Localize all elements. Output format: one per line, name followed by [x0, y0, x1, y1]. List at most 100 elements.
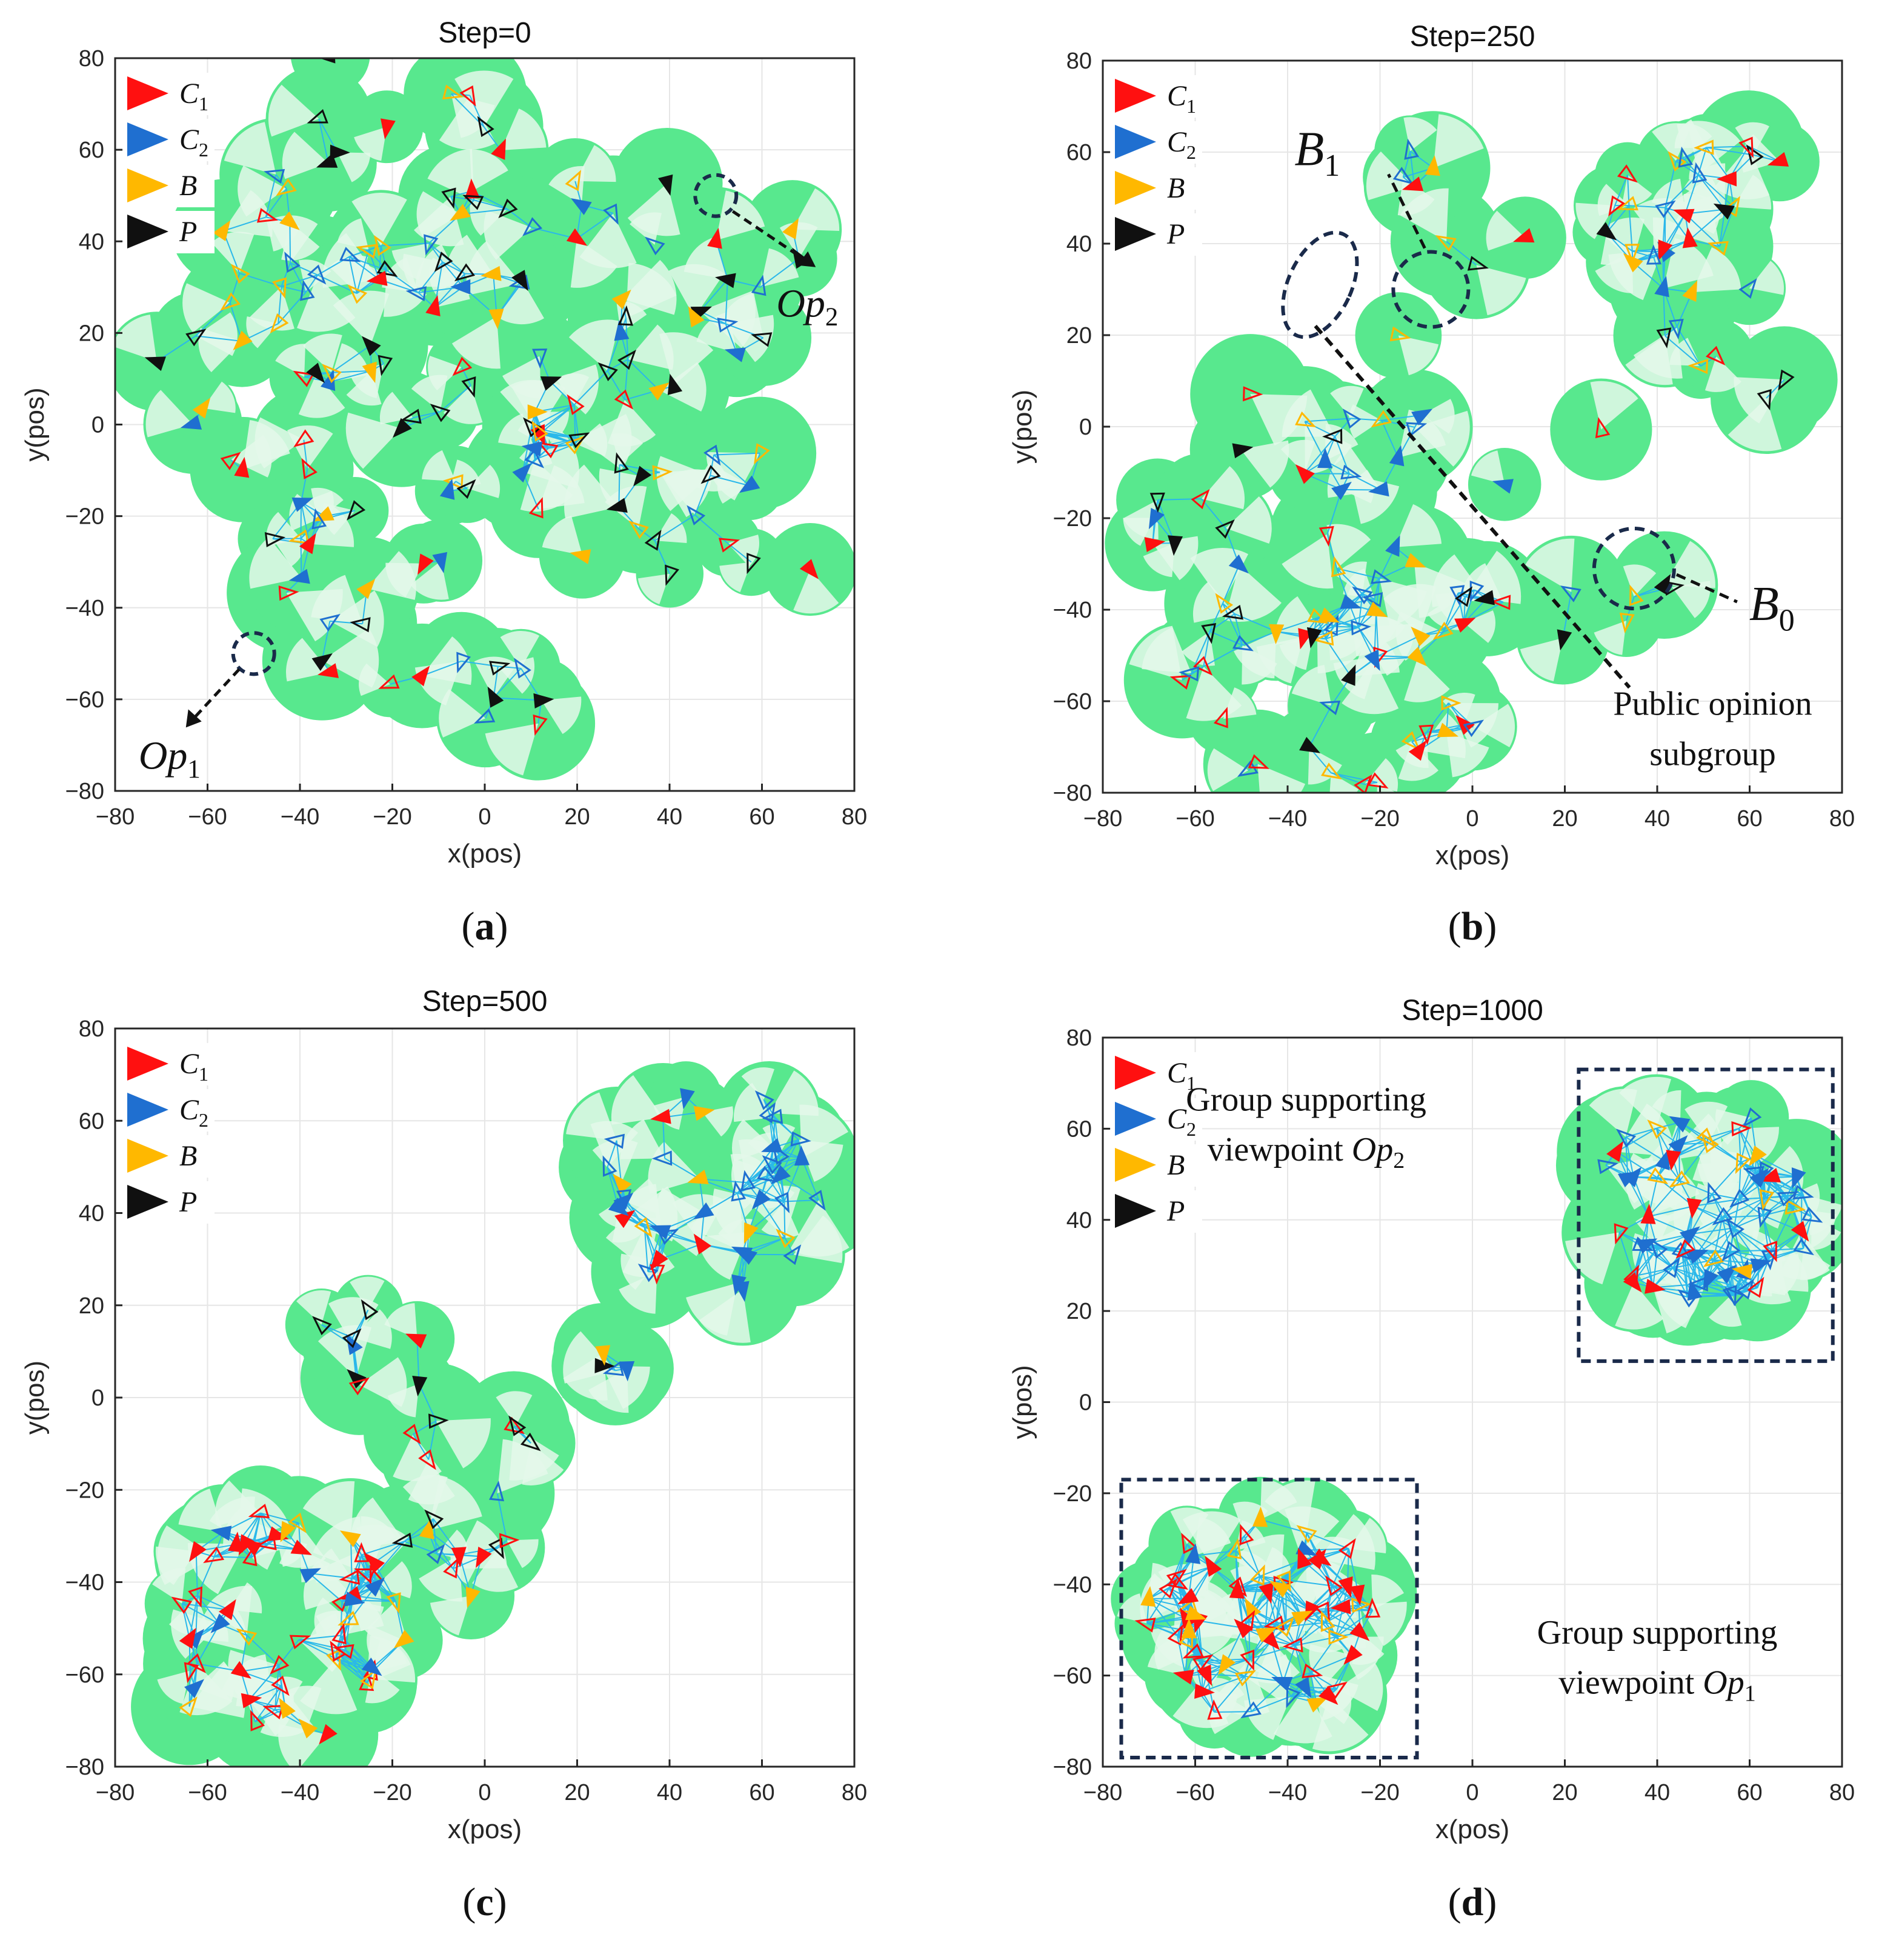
link	[1693, 1205, 1723, 1218]
agent-c2-marker	[321, 369, 336, 392]
agent-b-marker	[481, 265, 502, 281]
agent-b-marker	[1759, 1189, 1775, 1210]
agent-p-marker	[665, 564, 679, 586]
agent-c2-marker	[680, 1088, 695, 1110]
vision-sector	[1309, 1644, 1352, 1688]
link	[378, 245, 382, 280]
op2-arrow	[731, 210, 808, 262]
agent-c1-marker	[318, 663, 339, 678]
agent-c1-marker	[339, 1570, 360, 1585]
link	[1764, 1176, 1797, 1199]
link	[1271, 1640, 1284, 1682]
agent-c1-marker	[411, 665, 430, 687]
legend-label: P	[1166, 1195, 1185, 1227]
agent-c2-marker	[432, 552, 448, 573]
b1-pointer	[1387, 173, 1426, 249]
x-tick-label: −80	[96, 804, 135, 830]
agent-c1-marker	[1330, 1599, 1351, 1615]
agent-c2-marker	[1712, 1207, 1733, 1225]
link	[1242, 631, 1277, 646]
agent-c1-marker	[693, 1233, 711, 1255]
agent-c2-marker	[339, 247, 361, 262]
agent-c1-marker	[366, 270, 388, 286]
vision-sector	[296, 275, 356, 332]
agent-c2-marker	[1385, 535, 1400, 557]
agent-c2-marker	[1750, 1258, 1772, 1273]
agent-b-marker	[442, 474, 464, 490]
vision-sector	[309, 505, 354, 547]
legend-label: C1	[1167, 80, 1196, 117]
link	[442, 261, 464, 287]
agent-c2-marker	[751, 1189, 771, 1210]
agent-p-marker	[461, 376, 476, 398]
link	[1663, 288, 1666, 336]
vision-sector	[1379, 578, 1427, 627]
op1-arrowhead	[185, 709, 202, 728]
agent-c1-marker	[1259, 1582, 1274, 1604]
vision-sector	[485, 723, 539, 776]
vision-sector	[620, 1253, 658, 1290]
agent-b-marker	[338, 1610, 359, 1625]
vision-sector	[202, 381, 236, 413]
vision-sector	[182, 283, 230, 333]
x-tick-label: −40	[281, 1780, 319, 1805]
vision-sectors	[1123, 114, 1784, 793]
ticks: −80 −60 −40 −20 0 20 40 60 80 80 60 40 20 0 −20 −40 −60 −…	[65, 1016, 868, 1805]
x-tick-label: 40	[1645, 806, 1670, 832]
legend: C1 C2 BP	[124, 73, 215, 253]
agent-c2-marker	[761, 1138, 783, 1153]
agent-c1-marker	[1747, 1276, 1764, 1298]
agent-b-marker	[613, 1173, 632, 1195]
agent-b-marker	[339, 1530, 361, 1547]
agent-p-marker	[520, 1432, 541, 1452]
agent-c2-marker	[1687, 1249, 1709, 1264]
link	[330, 370, 372, 383]
vision-sector	[1600, 232, 1632, 265]
vision-sector	[1142, 627, 1192, 673]
vision-sector	[1312, 1696, 1369, 1752]
y-tick-label: −20	[65, 504, 104, 530]
agent-c2-marker	[614, 320, 630, 341]
group-op2-box	[1577, 1067, 1835, 1363]
subgroup-label-line1: Public opinion	[1613, 685, 1812, 723]
link	[694, 475, 711, 516]
link	[1676, 326, 1701, 367]
agent-c2-marker	[210, 1525, 232, 1541]
agent-c1-marker	[650, 1250, 668, 1271]
op1-label: Op1	[139, 733, 201, 784]
vision-sector	[659, 362, 707, 412]
agent-c1-marker	[354, 1542, 370, 1562]
agent-c1-marker	[1169, 675, 1191, 690]
vision-sector	[1240, 440, 1289, 488]
group-op2-label-line1: Group supporting	[1186, 1081, 1426, 1118]
agent-c2-marker	[1286, 1687, 1301, 1708]
link	[1756, 1155, 1797, 1178]
legend-swatch	[1115, 1148, 1156, 1182]
agent-b-marker	[231, 264, 250, 284]
link	[1364, 782, 1378, 785]
link	[1325, 1585, 1334, 1623]
link	[1616, 1151, 1658, 1178]
agent-c2-marker	[1351, 620, 1372, 636]
link	[197, 1595, 230, 1611]
vision-sector	[322, 628, 379, 688]
y-axis-label: y(pos)	[1008, 1365, 1037, 1439]
link	[1286, 1579, 1333, 1587]
vision-sector	[769, 1070, 819, 1116]
agent-c1-marker	[1192, 1654, 1214, 1672]
vision-sector	[717, 469, 750, 504]
agent-p-marker	[144, 356, 166, 372]
vision-sector	[1398, 335, 1439, 376]
agent-c1-marker	[1595, 417, 1611, 439]
agent-c2-marker	[756, 1165, 778, 1183]
vision-sector	[659, 332, 714, 387]
legend-label: C1	[179, 78, 208, 115]
agent-b-marker	[693, 1105, 715, 1121]
link	[627, 359, 660, 391]
agent-c1-marker	[451, 1547, 467, 1568]
agent-c1-marker	[533, 714, 548, 736]
legend-label: B	[179, 170, 197, 202]
x-tick-label: −60	[188, 804, 227, 830]
agent-p-marker	[434, 252, 453, 272]
link	[1664, 207, 1690, 241]
